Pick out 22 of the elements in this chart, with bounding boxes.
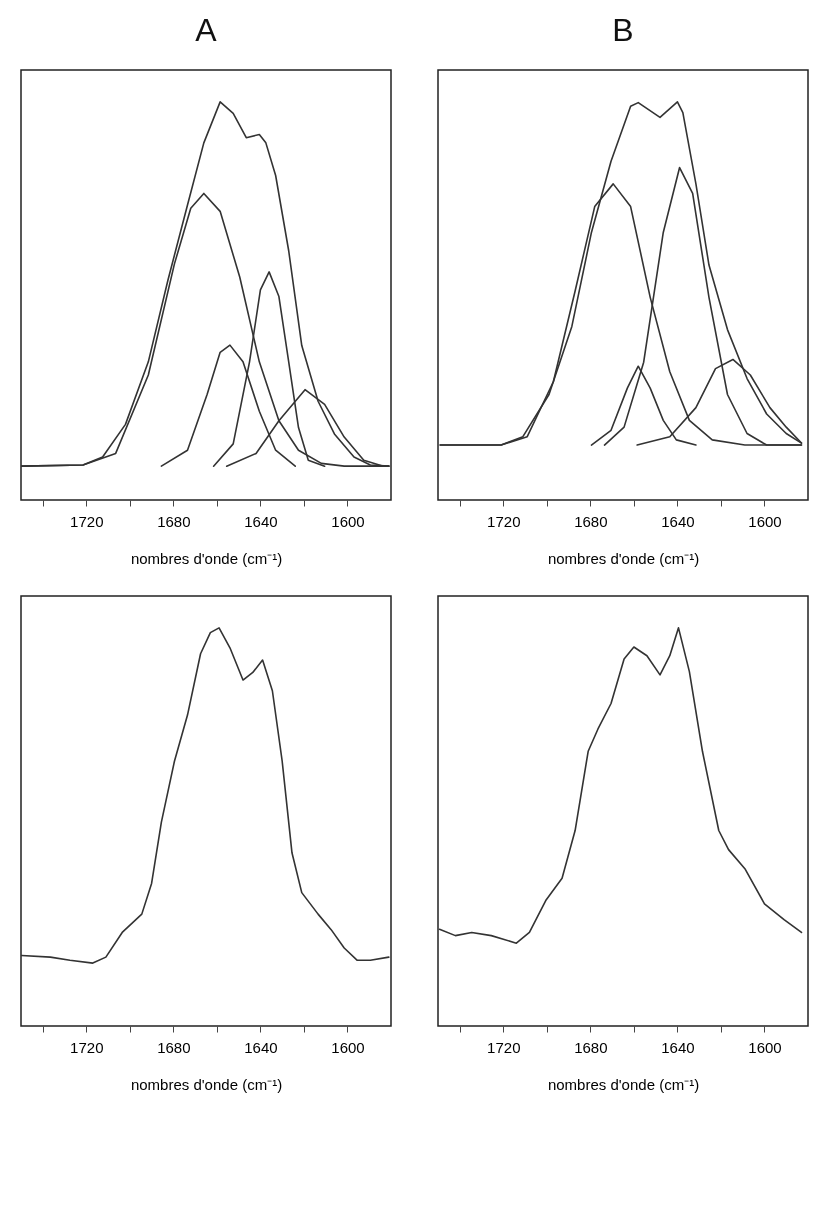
x-tick-label: 1680	[157, 1038, 191, 1056]
x-tick-label: 1600	[748, 1038, 782, 1056]
x-axis-title: nombres d'onde (cm⁻¹)	[547, 549, 700, 567]
x-tick-label: 1600	[331, 1038, 365, 1056]
chart-title: B	[612, 12, 634, 48]
x-tick-label: 1720	[70, 512, 104, 530]
x-tick-label: 1640	[661, 1038, 695, 1056]
x-tick-label: 1640	[244, 1038, 278, 1056]
x-tick-label: 1680	[157, 512, 191, 530]
x-tick-label: 1640	[661, 512, 695, 530]
x-axis-title: nombres d'onde (cm⁻¹)	[547, 1075, 700, 1093]
x-tick-label: 1600	[331, 512, 365, 530]
x-tick-label: 1720	[70, 1038, 104, 1056]
x-tick-label: 1720	[487, 512, 521, 530]
x-tick-label: 1680	[574, 1038, 608, 1056]
x-tick-label: 1640	[244, 512, 278, 530]
x-axis-title: nombres d'onde (cm⁻¹)	[130, 549, 283, 567]
x-tick-label: 1720	[487, 1038, 521, 1056]
x-tick-label: 1600	[748, 512, 782, 530]
chart-title: A	[195, 12, 218, 48]
x-axis-title: nombres d'onde (cm⁻¹)	[130, 1075, 283, 1093]
x-tick-label: 1680	[574, 512, 608, 530]
